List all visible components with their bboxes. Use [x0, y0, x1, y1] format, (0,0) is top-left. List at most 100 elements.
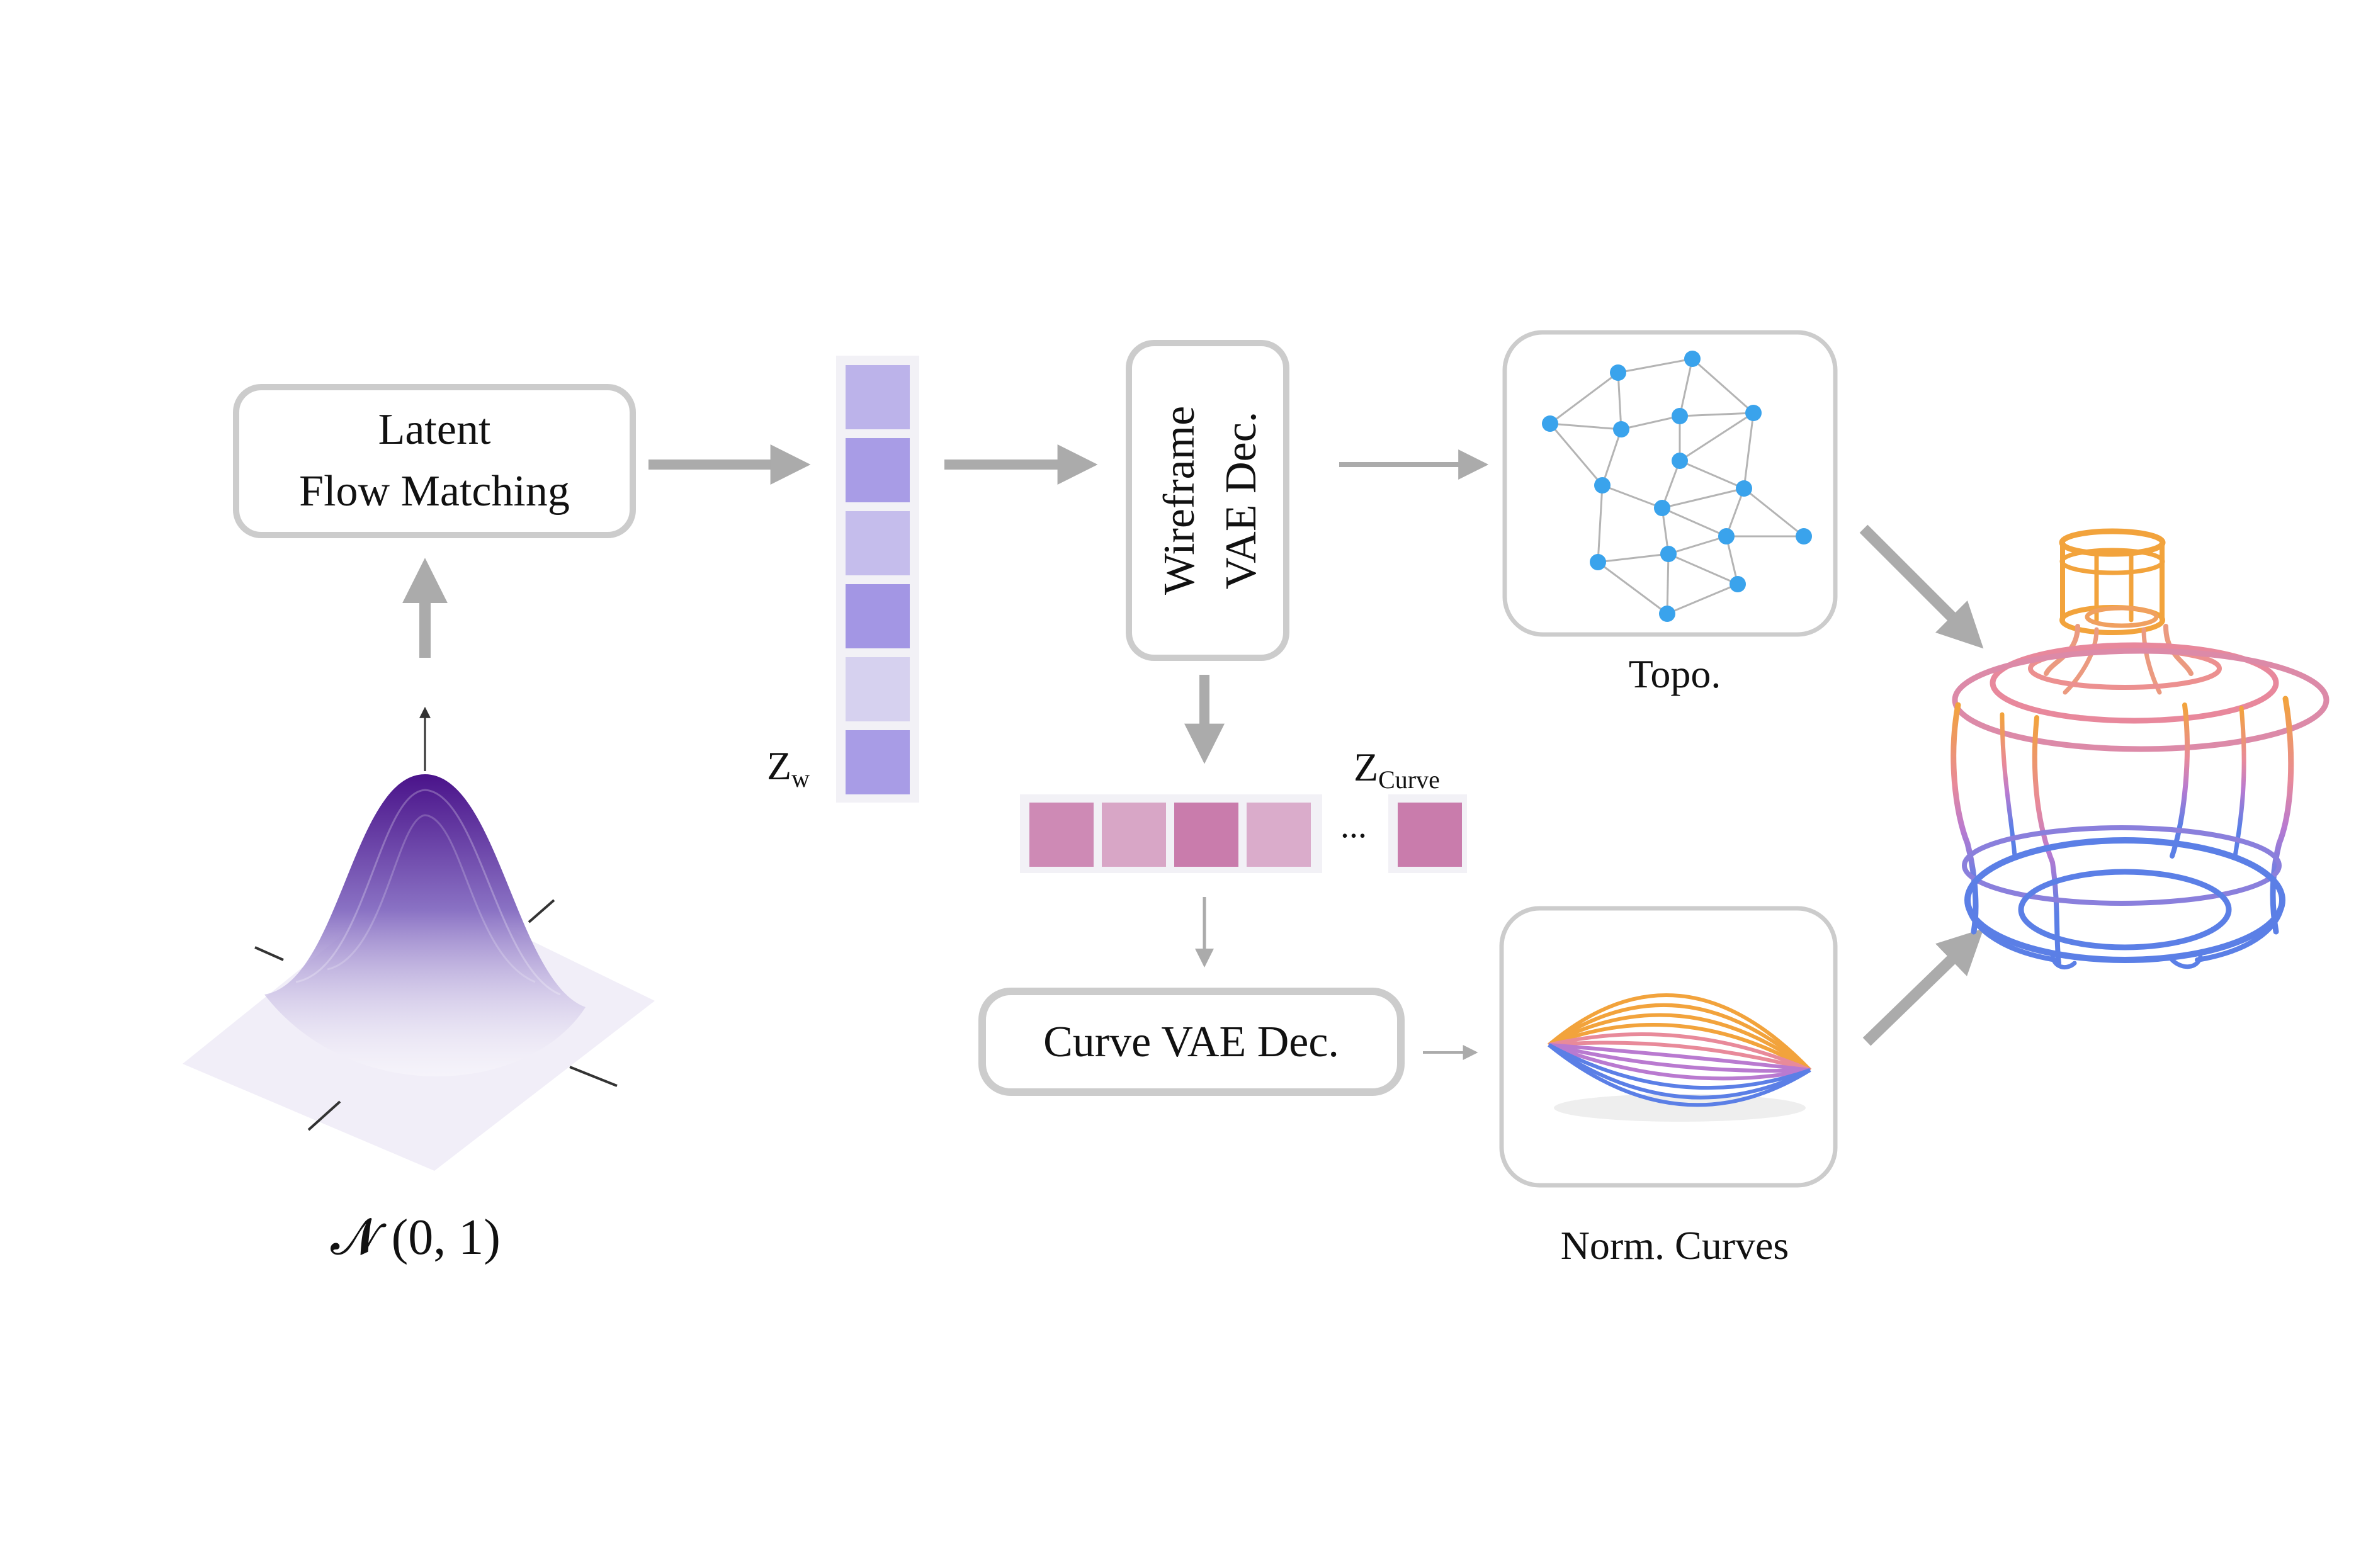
- topology-panel: [1502, 330, 1838, 637]
- arrow-topo-to-output: [1859, 524, 1984, 649]
- topology-edge: [1597, 553, 1669, 563]
- latent-zw-vector: [836, 356, 919, 803]
- topology-edge: [1667, 583, 1738, 615]
- axis-tick: [528, 899, 555, 923]
- topology-edge: [1602, 484, 1663, 509]
- topology-edge: [1743, 487, 1804, 538]
- zw-cell: [846, 438, 910, 502]
- wireframe-line2: VAE Dec.: [1217, 412, 1265, 590]
- topology-node: [1610, 364, 1626, 381]
- zw-cell: [846, 584, 910, 648]
- topology-edge: [1597, 561, 1668, 615]
- curve-dec-label: Curve VAE Dec.: [1043, 1018, 1339, 1066]
- topology-node: [1542, 415, 1558, 432]
- topology-edge: [1549, 423, 1604, 486]
- normalized-curves-panel: [1499, 906, 1838, 1188]
- topology-node: [1613, 421, 1629, 437]
- normalized-curve: [1548, 1043, 1811, 1090]
- normalized-curve: [1548, 1043, 1811, 1072]
- topology-node: [1796, 528, 1812, 544]
- topology-node: [1736, 480, 1752, 497]
- latent-flow-line1: Latent: [378, 405, 491, 454]
- latent-flow-matching-block: Latent Flow Matching: [233, 384, 636, 538]
- topology-edge: [1661, 460, 1681, 509]
- latent-flow-line2: Flow Matching: [299, 467, 570, 516]
- topology-edge: [1679, 358, 1694, 417]
- topology-edge: [1725, 488, 1745, 537]
- topology-node: [1672, 453, 1688, 469]
- zw-main: Z: [767, 743, 791, 788]
- normalized-curve: [1548, 1003, 1811, 1072]
- zw-cell: [846, 730, 910, 794]
- topo-label: Topo.: [1629, 651, 1721, 696]
- topology-node: [1590, 554, 1606, 570]
- topology-node: [1745, 405, 1762, 421]
- axis-tick: [254, 946, 284, 961]
- zcurve-subscript: Curve: [1378, 765, 1440, 794]
- zcurve-cell: [1029, 803, 1094, 867]
- zw-cell: [846, 365, 910, 429]
- topology-edge: [1679, 412, 1754, 462]
- normalized-curve: [1548, 993, 1812, 1072]
- axis-tick: [569, 1066, 618, 1087]
- curve-vae-decoder-block: Curve VAE Dec.: [978, 988, 1405, 1096]
- topology-edge: [1743, 412, 1755, 489]
- zw-label: Zw: [767, 743, 810, 792]
- topology-edges: [1549, 358, 1804, 615]
- normalized-curve: [1548, 1043, 1811, 1073]
- axis-tick: [307, 1100, 341, 1131]
- topology-edge: [1617, 358, 1693, 374]
- normalized-curve: [1548, 1043, 1811, 1081]
- topology-node: [1594, 477, 1611, 494]
- zcurve-label: ZCurve: [1354, 745, 1440, 794]
- topology-node: [1684, 351, 1701, 367]
- topology-nodes: [1542, 351, 1812, 622]
- topology-node: [1654, 500, 1670, 516]
- topology-edge: [1662, 487, 1745, 509]
- zcurve-main: Z: [1354, 745, 1378, 789]
- zcurve-cell: [1247, 803, 1311, 867]
- topology-edge: [1692, 358, 1754, 414]
- gaussian-label: 𝓝 (0, 1): [331, 1210, 501, 1265]
- topology-node: [1672, 408, 1688, 424]
- arrow-curves-to-output: [1862, 928, 1984, 1046]
- latent-zcurve-vector: [1020, 794, 1467, 873]
- zcurve-cell: [1102, 803, 1166, 867]
- topology-edge: [1668, 553, 1738, 585]
- normalized-curves-render: [1548, 993, 1812, 1107]
- topology-node: [1659, 606, 1675, 622]
- topology-edge: [1597, 485, 1604, 563]
- output-wireframe-model: [1951, 528, 2330, 969]
- zcurve-ellipsis: ...: [1340, 806, 1367, 845]
- normalized-curve: [1548, 1041, 1811, 1072]
- gaussian-surface: [183, 706, 655, 1171]
- topology-edge: [1679, 412, 1754, 417]
- normalized-curve: [1548, 1023, 1811, 1072]
- topology-node: [1718, 528, 1735, 544]
- normalized-curve: [1548, 1043, 1811, 1100]
- topology-edge: [1679, 460, 1745, 490]
- topology-edge: [1601, 429, 1622, 486]
- normalized-curve: [1548, 1013, 1811, 1072]
- normalized-curve: [1548, 1043, 1811, 1107]
- topology-node: [1730, 576, 1746, 592]
- wireframe-line1: Wireframe: [1155, 406, 1204, 595]
- zw-cell: [846, 511, 910, 575]
- norm-curves-label: Norm. Curves: [1561, 1223, 1789, 1268]
- topology-edge: [1662, 507, 1727, 538]
- topology-edge: [1666, 553, 1670, 614]
- topology-edge: [1549, 371, 1619, 425]
- topology-edge: [1621, 415, 1680, 431]
- topology-edge: [1725, 536, 1739, 585]
- zcurve-cell: [1398, 803, 1462, 867]
- topology-edge: [1668, 535, 1727, 555]
- wireframe-vae-decoder-block: Wireframe VAE Dec.: [1126, 340, 1289, 661]
- zw-subscript: w: [791, 764, 810, 792]
- normalized-curve: [1548, 1032, 1811, 1072]
- topology-edge: [1549, 422, 1622, 431]
- topology-node: [1660, 546, 1677, 562]
- topology-edge: [1617, 372, 1622, 430]
- zw-cell: [846, 657, 910, 721]
- zcurve-cell: [1174, 803, 1238, 867]
